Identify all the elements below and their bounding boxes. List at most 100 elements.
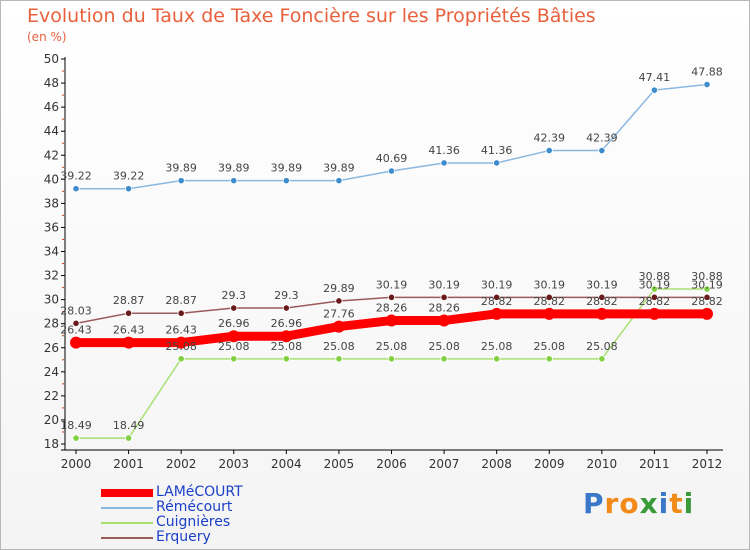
series-point-0 — [543, 307, 556, 320]
x-tick-label: 2010 — [587, 457, 618, 471]
x-tick-label: 2011 — [639, 457, 670, 471]
data-label-2: 30.88 — [639, 270, 671, 283]
legend-swatch — [101, 489, 153, 497]
data-labels: 39.22 39.22 39.89 39.89 39.89 39.89 40.69 41.36… — [60, 66, 723, 433]
series-point-2 — [335, 355, 343, 363]
data-label-3: 29.89 — [323, 282, 355, 295]
data-label-0: 28.82 — [691, 295, 723, 308]
series-point-3 — [72, 319, 80, 327]
x-tick-label: 2002 — [166, 457, 197, 471]
series-point-1 — [177, 177, 185, 185]
data-label-0: 27.76 — [323, 308, 355, 321]
series-point-0 — [595, 307, 608, 320]
data-label-0: 26.96 — [271, 317, 303, 330]
data-label-2: 25.08 — [165, 340, 197, 353]
series-point-2 — [545, 355, 553, 363]
proxiti-logo: Proxiti — [583, 487, 694, 520]
y-tick-label: 46 — [44, 100, 59, 114]
data-label-1: 41.36 — [481, 144, 513, 157]
data-label-3: 30.19 — [586, 278, 618, 291]
series-point-2 — [387, 355, 396, 363]
data-label-3: 30.19 — [428, 278, 460, 291]
logo-letter: x — [639, 487, 659, 520]
series-point-1 — [440, 159, 448, 167]
y-tick-label: 24 — [44, 365, 59, 379]
data-label-3: 29.3 — [222, 289, 247, 302]
data-label-3: 30.19 — [691, 278, 723, 291]
data-label-1: 47.88 — [691, 66, 723, 79]
axes: 18 20 22 24 26 28 30 32 34 36 38 40 42 44 46 48 50 2000 20… — [44, 52, 723, 471]
legend-swatch — [101, 522, 153, 524]
data-label-2: 25.08 — [271, 340, 303, 353]
legend-swatch — [101, 507, 153, 509]
series-point-1 — [545, 146, 553, 155]
y-tick-label: 42 — [44, 148, 59, 162]
series-point-3 — [545, 293, 553, 301]
series-point-0 — [701, 307, 713, 320]
y-tick-label: 26 — [44, 341, 59, 355]
data-label-3: 30.19 — [376, 278, 408, 291]
series-point-1 — [124, 185, 133, 193]
data-label-2: 25.08 — [534, 340, 566, 353]
y-tick-label: 28 — [44, 317, 59, 331]
y-tick-label: 34 — [44, 245, 59, 259]
data-label-2: 25.08 — [218, 340, 250, 353]
series-point-2 — [72, 434, 80, 442]
series-point-1 — [493, 159, 501, 167]
series-point-1 — [230, 177, 238, 185]
series-point-3 — [598, 293, 606, 301]
series-point-2 — [230, 355, 238, 363]
data-label-1: 47.41 — [639, 71, 671, 84]
data-label-3: 28.03 — [60, 304, 92, 317]
x-tick-label: 2004 — [271, 457, 302, 471]
y-tick-label: 30 — [44, 293, 59, 307]
y-tick-label: 48 — [44, 76, 59, 90]
data-label-1: 39.89 — [323, 162, 355, 175]
data-label-0: 26.43 — [165, 324, 197, 337]
series-point-3 — [335, 297, 343, 305]
legend-label: Erquery — [156, 529, 211, 545]
data-label-3: 28.87 — [113, 294, 145, 307]
series-point-2 — [177, 355, 185, 363]
data-label-2: 25.08 — [376, 340, 408, 353]
data-label-1: 41.36 — [428, 144, 460, 157]
data-label-3: 29.3 — [274, 289, 299, 302]
data-label-1: 39.89 — [218, 162, 250, 175]
data-label-1: 42.39 — [534, 132, 566, 145]
series-point-3 — [177, 309, 185, 317]
x-tick-label: 2006 — [376, 457, 407, 471]
series-point-3 — [387, 293, 396, 301]
data-label-1: 39.89 — [165, 162, 197, 175]
x-tick-label: 2001 — [113, 457, 144, 471]
y-tick-label: 44 — [44, 124, 59, 138]
data-label-3: 28.87 — [165, 294, 197, 307]
data-label-1: 39.22 — [113, 170, 145, 183]
data-label-1: 39.22 — [60, 170, 92, 183]
x-tick-label: 2012 — [692, 457, 723, 471]
x-tick-label: 2008 — [481, 457, 512, 471]
series-point-2 — [493, 355, 501, 363]
y-tick-label: 50 — [44, 52, 59, 66]
y-tick-label: 32 — [44, 269, 59, 283]
series-point-2 — [598, 355, 606, 363]
data-label-0: 28.82 — [639, 295, 671, 308]
series-point-3 — [124, 309, 133, 317]
data-label-2: 30.88 — [691, 270, 723, 283]
x-tick-label: 2000 — [61, 457, 92, 471]
logo-letter: P — [583, 487, 605, 520]
y-tick-label: 20 — [44, 413, 59, 427]
data-label-2: 25.08 — [481, 340, 513, 353]
series-point-0 — [227, 330, 240, 343]
series-point-3 — [493, 293, 501, 301]
series-point-3 — [440, 293, 448, 301]
x-tick-label: 2007 — [429, 457, 460, 471]
data-label-0: 28.82 — [534, 295, 566, 308]
series-point-1 — [598, 146, 606, 155]
data-label-2: 18.49 — [60, 419, 92, 432]
series-point-2 — [282, 355, 290, 363]
series-point-1 — [282, 177, 290, 185]
series-point-1 — [650, 86, 659, 94]
x-tick-label: 2003 — [218, 457, 249, 471]
data-label-2: 25.08 — [586, 340, 618, 353]
